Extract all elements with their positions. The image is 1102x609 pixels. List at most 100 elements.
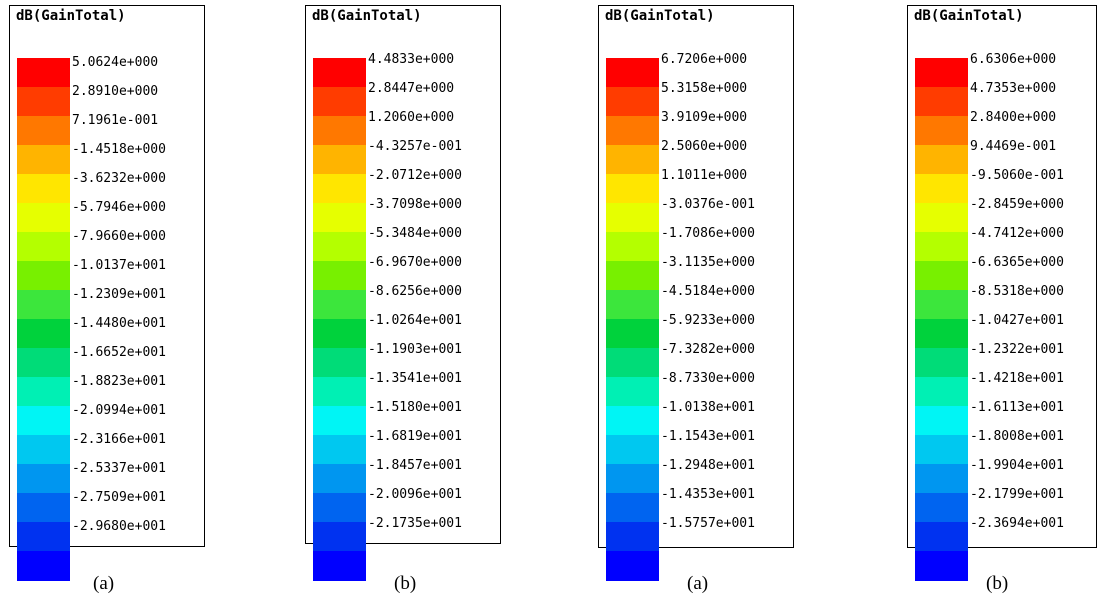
value-label: -2.0994e+001	[72, 403, 166, 418]
value-label: -3.6232e+000	[72, 171, 166, 186]
value-label: -2.3166e+001	[72, 432, 166, 447]
color-swatch	[915, 203, 968, 233]
caption-2: (b)	[394, 573, 417, 594]
value-label: 9.4469e-001	[970, 139, 1057, 154]
color-swatch	[17, 261, 70, 291]
value-label: -2.5337e+001	[72, 461, 166, 476]
color-swatch	[313, 203, 366, 233]
value-label: 6.7206e+000	[661, 52, 748, 67]
color-swatch	[17, 116, 70, 146]
color-swatch	[17, 319, 70, 349]
color-swatch	[915, 464, 968, 494]
color-swatch	[17, 145, 70, 175]
value-label: -5.3484e+000	[368, 226, 462, 241]
value-label: -1.2322e+001	[970, 342, 1064, 357]
value-label: -2.0096e+001	[368, 487, 462, 502]
color-swatch	[915, 348, 968, 378]
value-label: -2.8459e+000	[970, 197, 1064, 212]
value-label: 2.5060e+000	[661, 139, 748, 154]
legend-3: dB(GainTotal) 6.7206e+000 5.3158e+000 3.91…	[598, 5, 794, 581]
legend-title: dB(GainTotal)	[312, 8, 422, 24]
color-swatch	[313, 551, 366, 581]
value-label: -8.6256e+000	[368, 284, 462, 299]
color-swatch	[915, 58, 968, 88]
value-label: -2.0712e+000	[368, 168, 462, 183]
color-swatch	[313, 348, 366, 378]
value-label: 5.3158e+000	[661, 81, 748, 96]
color-swatch	[313, 232, 366, 262]
value-label: -1.8457e+001	[368, 458, 462, 473]
value-label: -8.5318e+000	[970, 284, 1064, 299]
value-label: -7.3282e+000	[661, 342, 755, 357]
color-swatch	[606, 290, 659, 320]
color-swatch	[915, 522, 968, 552]
value-label: -4.3257e-001	[368, 139, 462, 154]
color-swatch	[17, 174, 70, 204]
color-swatch	[606, 319, 659, 349]
value-label: -2.7509e+001	[72, 490, 166, 505]
value-label: -1.6819e+001	[368, 429, 462, 444]
value-label: -8.7330e+000	[661, 371, 755, 386]
value-label: -1.7086e+000	[661, 226, 755, 241]
color-swatch	[915, 319, 968, 349]
color-swatch	[313, 261, 366, 291]
color-swatch	[17, 551, 70, 581]
color-swatch	[606, 58, 659, 88]
color-swatch	[606, 522, 659, 552]
caption-1: (a)	[93, 573, 115, 594]
color-swatch	[606, 203, 659, 233]
color-swatch	[915, 493, 968, 523]
color-swatch	[606, 377, 659, 407]
value-label: -1.5757e+001	[661, 516, 755, 531]
color-swatch	[17, 87, 70, 117]
color-swatch	[606, 174, 659, 204]
color-swatch	[313, 290, 366, 320]
value-label: -2.1799e+001	[970, 487, 1064, 502]
color-swatch	[915, 551, 968, 581]
color-swatch	[915, 290, 968, 320]
color-swatch	[17, 406, 70, 436]
color-swatch	[915, 377, 968, 407]
color-swatch	[313, 493, 366, 523]
color-swatch	[606, 145, 659, 175]
color-swatch	[17, 232, 70, 262]
value-label: 2.8910e+000	[72, 84, 159, 99]
color-swatch	[606, 232, 659, 262]
color-swatch	[915, 232, 968, 262]
value-label: 2.8447e+000	[368, 81, 455, 96]
color-swatch	[313, 377, 366, 407]
color-swatch	[313, 406, 366, 436]
value-label: -1.0427e+001	[970, 313, 1064, 328]
value-label: -1.8008e+001	[970, 429, 1064, 444]
color-swatch	[17, 493, 70, 523]
color-swatch	[915, 145, 968, 175]
color-swatch	[915, 261, 968, 291]
value-label: 3.9109e+000	[661, 110, 748, 125]
color-swatch	[313, 58, 366, 88]
color-swatch	[313, 319, 366, 349]
color-swatch	[606, 348, 659, 378]
value-label: -1.4353e+001	[661, 487, 755, 502]
value-label: -1.5180e+001	[368, 400, 462, 415]
value-label: -3.0376e-001	[661, 197, 755, 212]
value-label: -1.6652e+001	[72, 345, 166, 360]
color-swatch	[915, 116, 968, 146]
color-swatch	[17, 522, 70, 552]
value-label: -2.1735e+001	[368, 516, 462, 531]
color-swatch	[17, 435, 70, 465]
value-label: -9.5060e-001	[970, 168, 1064, 183]
value-label: -1.3541e+001	[368, 371, 462, 386]
value-label: -4.5184e+000	[661, 284, 755, 299]
color-swatch	[915, 87, 968, 117]
color-swatch	[915, 435, 968, 465]
value-label: -1.9904e+001	[970, 458, 1064, 473]
color-swatch	[915, 174, 968, 204]
value-label: -1.6113e+001	[970, 400, 1064, 415]
value-label: 4.7353e+000	[970, 81, 1057, 96]
legend-2: dB(GainTotal) 4.4833e+000 2.8447e+000 1.20…	[305, 5, 501, 581]
value-label: 1.1011e+000	[661, 168, 748, 183]
color-swatch	[313, 522, 366, 552]
color-swatch	[606, 551, 659, 581]
color-swatch	[17, 290, 70, 320]
value-label: -3.1135e+000	[661, 255, 755, 270]
